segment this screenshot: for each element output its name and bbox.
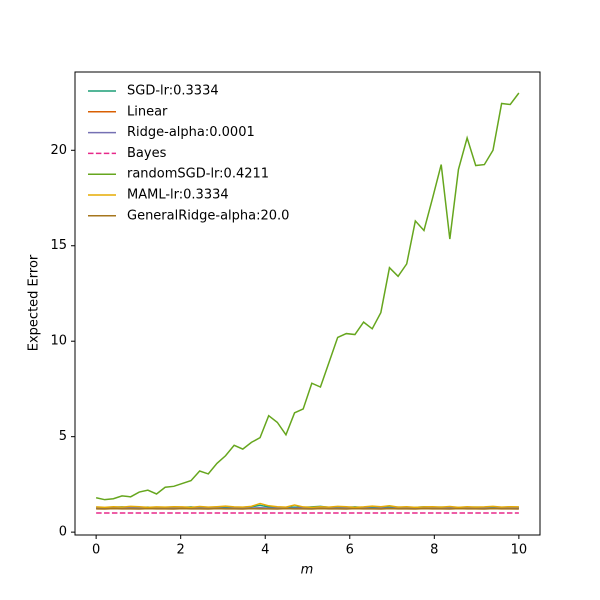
y-tick-label: 15 — [50, 238, 67, 253]
plot-frame — [74, 71, 541, 536]
x-tick-label: 6 — [346, 543, 354, 558]
legend-label: MAML-lr:0.3334 — [127, 188, 229, 203]
x-axis-label: m — [301, 563, 314, 578]
legend-label: Linear — [127, 104, 168, 119]
y-axis-label: Expected Error — [27, 254, 42, 351]
x-tick-label: 0 — [92, 543, 100, 558]
legend-label: GeneralRidge-alpha:20.0 — [127, 208, 289, 223]
x-tick-label: 2 — [177, 543, 185, 558]
legend-label: Ridge-alpha:0.0001 — [127, 125, 255, 140]
legend-label: SGD-lr:0.3334 — [127, 84, 219, 99]
y-tick-label: 5 — [59, 429, 67, 444]
y-tick-label: 0 — [59, 525, 67, 540]
x-tick-label: 10 — [511, 543, 528, 558]
x-tick-label: 8 — [430, 543, 438, 558]
y-tick-label: 10 — [50, 334, 67, 349]
series-line — [96, 502, 519, 509]
y-tick-label: 20 — [50, 143, 67, 158]
x-tick-label: 4 — [261, 543, 269, 558]
legend-label: Bayes — [127, 146, 167, 161]
series-line — [95, 92, 520, 501]
legend-label: randomSGD-lr:0.4211 — [127, 167, 269, 182]
